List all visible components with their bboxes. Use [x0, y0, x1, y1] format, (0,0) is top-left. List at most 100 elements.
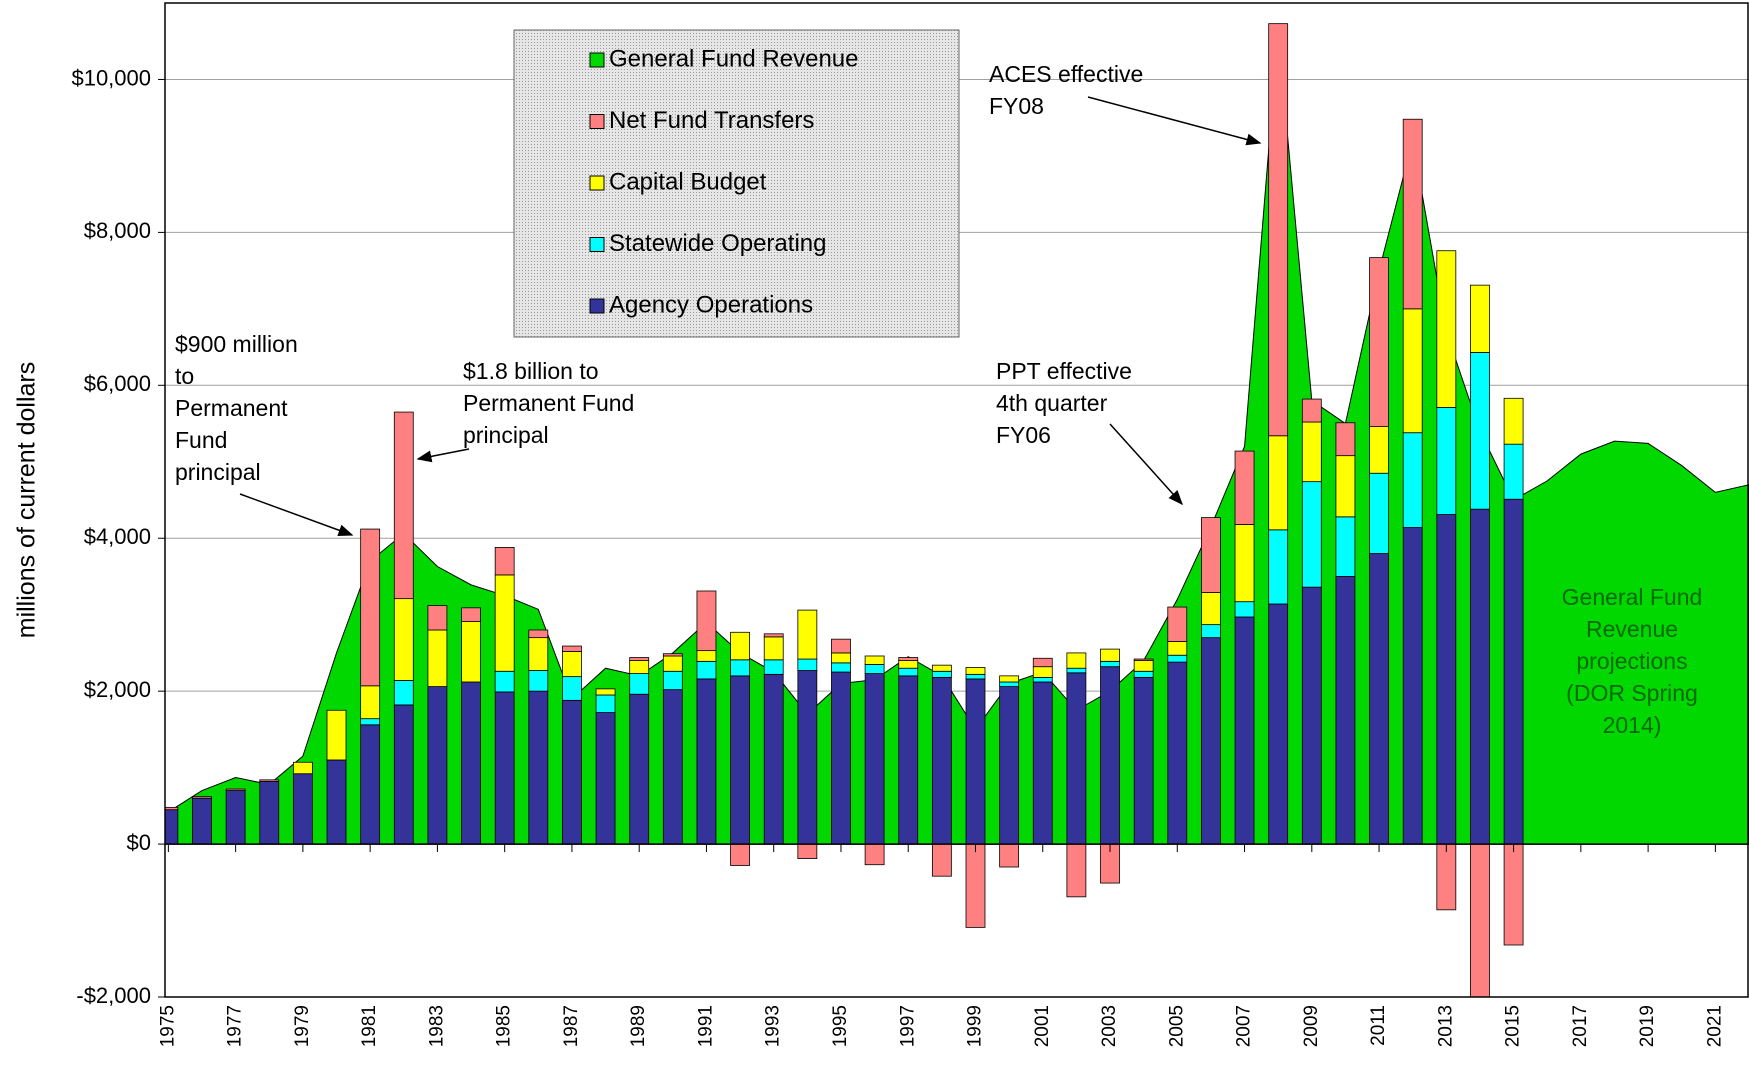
bar-segment — [1268, 603, 1289, 845]
legend-swatch — [589, 52, 605, 68]
bar-segment — [562, 699, 582, 845]
x-tick-label: 2013 — [1435, 1005, 1456, 1047]
x-tick-label: 2009 — [1301, 1005, 1322, 1047]
bar-segment — [662, 653, 683, 657]
bar-segment — [999, 675, 1020, 683]
y-axis-label: millions of current dollars — [13, 362, 41, 639]
bar-segment — [1100, 660, 1120, 668]
arrows — [239, 96, 1262, 536]
bar-segment — [494, 670, 515, 693]
y-tick-label: $2,000 — [84, 677, 151, 702]
bar-segment — [831, 671, 851, 845]
bar-segment — [259, 780, 280, 845]
bar-segment — [326, 759, 347, 845]
bar-segment — [192, 797, 212, 845]
bar-segment — [1167, 641, 1188, 656]
bar-segment — [1402, 308, 1423, 434]
bar-segment — [898, 667, 919, 677]
x-tick-label: 2019 — [1637, 1005, 1658, 1047]
bar-segment — [1503, 498, 1524, 845]
annotation: (DOR Spring — [1566, 680, 1698, 706]
bar-segment — [831, 662, 851, 673]
bar-segment — [662, 689, 683, 845]
bar-segment — [1369, 426, 1389, 474]
arrow — [239, 493, 354, 536]
annotation: Revenue — [1586, 616, 1678, 642]
bar-segment — [192, 796, 212, 799]
x-tick-label: 2001 — [1032, 1005, 1053, 1047]
bar-segment — [528, 690, 549, 845]
bar-segment — [1301, 398, 1322, 423]
annotation: Fund — [175, 427, 227, 453]
bar-segment — [629, 660, 650, 674]
y-tick-label: $8,000 — [84, 218, 151, 243]
annotations: $900 million to Permanent Fund principal $1.8… — [175, 61, 1702, 738]
bar-segment — [1470, 352, 1490, 510]
annotation: General Fund — [1562, 584, 1703, 610]
bar-segment — [696, 650, 717, 662]
bar-segment — [1234, 524, 1255, 603]
legend-label: General Fund Revenue — [609, 45, 859, 72]
bar-segment — [1032, 676, 1053, 683]
bar-segment — [898, 675, 919, 845]
bar-segment — [165, 809, 179, 845]
bar-segment — [1100, 666, 1120, 845]
x-tick-label: 1979 — [292, 1005, 313, 1047]
bar-segment — [1369, 472, 1389, 554]
bar-segment — [797, 670, 818, 845]
legend-swatch — [589, 237, 605, 252]
bar-segment — [1436, 250, 1457, 408]
annotation: to — [175, 363, 194, 389]
arrow — [1087, 96, 1262, 146]
x-tick-label: 1977 — [225, 1005, 246, 1047]
legend-swatch — [589, 175, 605, 191]
bar-segment — [662, 655, 683, 672]
bar-segment — [1100, 648, 1120, 662]
bar-segment — [696, 660, 717, 680]
bar-segment — [1234, 450, 1255, 525]
bar-segment — [528, 629, 549, 639]
bar-segment — [931, 670, 952, 678]
bar-segment — [763, 659, 784, 675]
bar-segment — [1234, 616, 1255, 845]
bar-segment — [1201, 624, 1221, 639]
x-tick-label: 2005 — [1166, 1005, 1187, 1047]
annotation: projections — [1576, 648, 1687, 674]
arrow — [416, 448, 470, 463]
bar-segment — [931, 676, 952, 845]
bar-segment — [931, 664, 952, 672]
bar-segment — [965, 673, 986, 680]
bar-segment — [1032, 666, 1053, 678]
annotation: Permanent Fund — [463, 390, 634, 416]
bar-segment — [494, 547, 515, 576]
x-tick-label: 1981 — [359, 1005, 380, 1047]
bar-segment — [1402, 432, 1423, 528]
legend: General Fund Revenue Net Fund Transfers Ca… — [589, 45, 859, 318]
bar-segment — [864, 843, 885, 866]
bar-segment — [629, 673, 650, 695]
bar-segment — [225, 790, 246, 845]
bar-segment — [528, 637, 549, 671]
bar-segment — [1503, 443, 1524, 500]
bar-segment — [1301, 481, 1322, 588]
x-tick-label: 1991 — [695, 1005, 716, 1047]
bar-segment — [999, 681, 1020, 687]
bar-segment — [494, 691, 515, 845]
plot-frame — [164, 2, 1749, 998]
bar-segment — [595, 712, 616, 845]
x-tick-label: 1993 — [763, 1005, 784, 1047]
bar-segment — [494, 574, 515, 672]
bar-segment — [898, 657, 919, 661]
bar-segment — [1066, 672, 1087, 845]
bar-segment — [831, 652, 851, 664]
bar-segment — [326, 709, 347, 761]
bar-segment — [763, 673, 784, 845]
bar-segment — [864, 655, 885, 665]
bar-segment — [292, 773, 313, 845]
bar-segment — [1133, 658, 1154, 661]
y-tick-label: $10,000 — [71, 65, 151, 90]
x-tick-label: 1995 — [830, 1005, 851, 1047]
annotation: Permanent — [175, 395, 288, 421]
bar-segment — [1167, 661, 1188, 845]
bar-segment — [595, 688, 616, 696]
